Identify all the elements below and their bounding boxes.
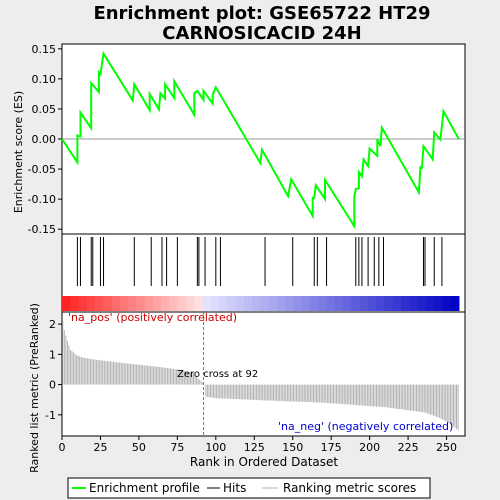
ranked-metric-x-tick-label: 250 [436, 441, 457, 454]
enrichment-y-tick-label: -0.15 [28, 223, 56, 236]
enrichment-y-tick-label: -0.10 [28, 193, 56, 206]
heatmap-cell [86, 296, 96, 311]
ranked-metric-x-tick-label: 25 [93, 441, 107, 454]
heatmap-cell [210, 296, 220, 311]
heatmap-cell [409, 296, 419, 311]
ranked-metric-x-tick-label: 225 [398, 441, 419, 454]
hit-marks [76, 237, 443, 286]
legend-enrichment-label: Enrichment profile [89, 481, 200, 495]
heatmap-cell [293, 296, 303, 311]
legend-box [67, 477, 431, 499]
heatmap-cell [310, 296, 319, 311]
heatmap-cell [425, 296, 435, 311]
enrichment-y-ticks: -0.15 -0.10 -0.05 0.00 0.05 0.10 0.15 [28, 43, 62, 236]
heatmap-cell [334, 296, 344, 311]
heatmap-cell [326, 296, 336, 311]
heatmap-cell [442, 296, 452, 311]
ranked-metric-x-tick-label: 125 [244, 441, 265, 454]
heatmap-cell [450, 296, 460, 311]
heatmap-cell [417, 296, 427, 311]
heatmap-cell [367, 296, 377, 311]
heatmap-cell [285, 296, 295, 311]
heatmap-cell [119, 296, 129, 311]
ranked-metric-y-ticks: -1 0 1 2 [45, 318, 62, 422]
ranked-metric-x-tick-label: 200 [359, 441, 380, 454]
heatmap-cell [301, 296, 311, 311]
ranked-metric-bars [62, 321, 459, 431]
ranked-metric-x-tick-label: 0 [59, 441, 66, 454]
ranked-metric-y-tick-label: -1 [45, 409, 56, 422]
heatmap-cell [219, 296, 228, 311]
heatmap-cell [268, 296, 278, 311]
heatmap-cell [128, 296, 138, 311]
ranked-metric-panel: -1 0 1 2 0 25 50 75 100 125 150 175 200 225 250 'na_p… [28, 303, 466, 473]
heatmap-cell [400, 296, 410, 311]
ranked-metric-x-tick-label: 75 [170, 441, 184, 454]
ranked-metric-x-tick-label: 150 [282, 441, 303, 454]
heatmap-cell [78, 296, 88, 311]
heatmap-cell [392, 296, 402, 311]
ranked-metric-y-tick-label: 1 [49, 348, 56, 361]
heatmap-cell [152, 296, 162, 311]
chart-title-line1: Enrichment plot: GSE65722 HT29 [93, 3, 430, 24]
legend-ranking-label: Ranking metric scores [283, 481, 416, 495]
ranked-metric-y-axis-label: Ranked list metric (PreRanked) [28, 303, 41, 473]
legend-hits-label: Hits [223, 481, 246, 495]
heatmap-cell [376, 296, 386, 311]
heatmap-cell [103, 296, 113, 311]
hits-panel [61, 233, 466, 313]
ranked-metric-y-tick-label: 2 [49, 318, 56, 331]
enrichment-panel: -0.15 -0.10 -0.05 0.00 0.05 0.10 0.15 Enrichme… [12, 43, 466, 236]
heatmap-cell [227, 296, 237, 311]
heatmap-cell [343, 296, 352, 311]
heatmap-cell [243, 296, 253, 311]
heatmap-cell [111, 296, 121, 311]
heatmap-cell [177, 296, 187, 311]
ranked-metric-x-ticks: 0 25 50 75 100 125 150 175 200 225 250 [59, 436, 457, 454]
heatmap-cell [161, 296, 171, 311]
neg-correlated-label: 'na_neg' (negatively correlated) [278, 420, 453, 433]
ranked-metric-x-axis-label: Rank in Ordered Dataset [190, 455, 338, 469]
pos-correlated-label: 'na_pos' (positively correlated) [68, 311, 237, 324]
enrichment-y-tick-label: 0.05 [32, 103, 57, 116]
enrichment-y-axis-label: Enrichment score (ES) [12, 91, 25, 213]
ranked-metric-y-tick-label: 0 [49, 379, 56, 392]
heatmap-cell [186, 296, 195, 311]
heatmap-cell [144, 296, 154, 311]
heatmap-cell [434, 296, 443, 311]
heatmap-cell [194, 296, 204, 311]
heatmap-cell [359, 296, 369, 311]
heatmap-cell [169, 296, 179, 311]
enrichment-y-tick-label: 0.15 [32, 43, 57, 56]
heatmap-cell [351, 296, 361, 311]
enrichment-y-tick-label: 0.00 [32, 133, 57, 146]
heatmap-cell [95, 296, 104, 311]
heatmap-cell [70, 296, 80, 311]
heatmap-cell [384, 296, 394, 311]
rank-heatmap-bar [62, 296, 460, 311]
zero-cross-label: Zero cross at 92 [177, 369, 258, 380]
heatmap-cell [202, 296, 212, 311]
ranked-metric-x-tick-label: 50 [132, 441, 146, 454]
legend: Enrichment profile Hits Ranking metric s… [67, 477, 431, 499]
heatmap-cell [136, 296, 146, 311]
enrichment-y-tick-label: -0.05 [28, 163, 56, 176]
ranked-metric-x-tick-label: 100 [205, 441, 226, 454]
heatmap-cell [260, 296, 270, 311]
enrichment-y-tick-label: 0.10 [32, 73, 57, 86]
heatmap-cell [318, 296, 328, 311]
ranked-metric-x-tick-label: 175 [321, 441, 342, 454]
heatmap-cell [62, 296, 71, 311]
heatmap-cell [276, 296, 286, 311]
heatmap-cell [252, 296, 262, 311]
chart-title-line2: CARNOSICACID 24H [162, 23, 361, 44]
enrichment-profile-line [61, 50, 460, 230]
heatmap-cell [235, 296, 245, 311]
